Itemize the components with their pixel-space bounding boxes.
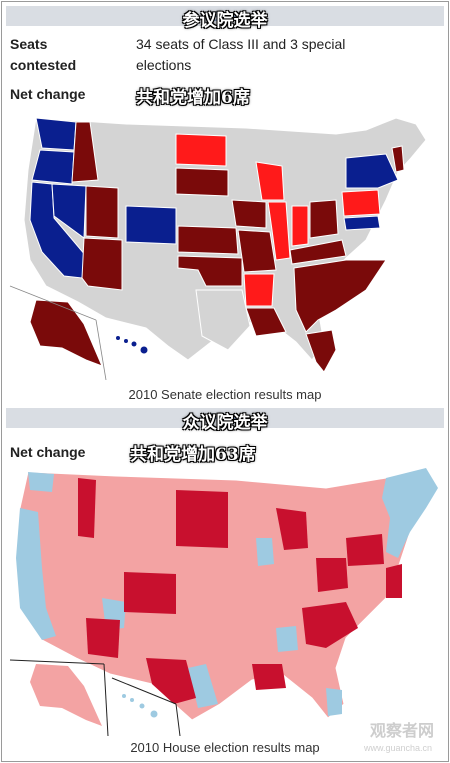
state-idaho xyxy=(71,121,99,183)
state-washington xyxy=(35,117,77,151)
state-hawaii xyxy=(116,336,148,354)
seats-contested-value: 34 seats of Class III and 3 special elec… xyxy=(136,34,345,76)
house-hawaii-shape xyxy=(122,694,158,718)
house-net-change-label: Net change xyxy=(10,444,86,460)
state-iowa xyxy=(231,199,267,229)
house-alaska-shape xyxy=(30,664,102,726)
state-new-hampshire xyxy=(391,145,405,173)
house-florida-dem xyxy=(326,688,342,716)
house-results-map[interactable] xyxy=(6,468,442,736)
state-alaska xyxy=(29,299,103,367)
senate-header-ghost-text: S...s xyxy=(210,8,240,24)
senate-results-map[interactable] xyxy=(6,110,442,380)
seats-contested-label: Seats contested xyxy=(10,34,76,76)
state-maryland xyxy=(343,215,381,231)
watermark-url-text: www.guancha.cn xyxy=(363,743,432,753)
house-wyoming-rep xyxy=(124,572,176,614)
house-header-ghost-text: H...s xyxy=(210,410,240,426)
state-texas-area xyxy=(195,289,251,351)
house-northeast-dem xyxy=(382,468,438,558)
state-wisconsin xyxy=(255,161,285,201)
house-arizona-rep xyxy=(86,618,120,658)
state-new-york xyxy=(345,153,399,189)
state-north-dakota xyxy=(175,133,227,167)
house-net-change-value: 共和党增加63席 xyxy=(130,445,256,465)
house-idaho-rep xyxy=(78,478,96,538)
state-south-dakota xyxy=(175,167,229,197)
senate-net-change-value: 共和党增加6席 xyxy=(136,88,250,108)
state-illinois xyxy=(267,201,291,261)
state-missouri xyxy=(237,229,277,273)
house-pennsylvania-rep xyxy=(346,534,384,566)
house-west-coast-dem xyxy=(16,508,56,640)
watermark-logo-text: 观察者网 xyxy=(369,723,434,740)
state-arkansas xyxy=(243,273,275,307)
senate-net-change-label: Net change xyxy=(10,86,86,102)
state-pennsylvania xyxy=(341,189,381,217)
house-northwest-dem xyxy=(28,472,54,492)
house-louisiana-rep xyxy=(252,664,286,690)
house-midwest-dem xyxy=(256,538,274,566)
seats-label-line2: contested xyxy=(10,57,77,73)
state-louisiana xyxy=(245,307,287,337)
house-upper-midwest-rep xyxy=(276,508,308,550)
state-ohio xyxy=(309,199,339,239)
house-southeast-rep xyxy=(302,602,358,648)
state-florida xyxy=(305,329,337,373)
house-east-coast-rep xyxy=(386,564,402,598)
state-indiana xyxy=(291,205,309,247)
house-header-title: 众议院选举 xyxy=(182,413,268,433)
state-kansas xyxy=(177,225,239,255)
senate-section-header: S...s 参议院选举 xyxy=(6,6,444,31)
seats-label-line1: Seats xyxy=(10,36,48,52)
house-ohio-rep xyxy=(316,558,348,592)
seats-value-line2: elections xyxy=(136,57,192,73)
house-texas-rep xyxy=(146,658,196,704)
house-section-header: H...s 众议院选举 xyxy=(6,408,444,433)
house-map-caption: 2010 House election results map xyxy=(130,740,320,755)
state-oregon xyxy=(31,149,75,185)
state-utah xyxy=(85,185,119,239)
state-southeast-block xyxy=(293,259,387,333)
senate-header-title: 参议院选举 xyxy=(182,11,268,31)
state-arizona xyxy=(81,237,123,291)
state-colorado xyxy=(125,205,177,245)
senate-map-caption: 2010 Senate election results map xyxy=(128,387,322,402)
house-south-dem xyxy=(276,626,298,652)
seats-value-line1: 34 seats of Class III and 3 special xyxy=(136,36,346,52)
house-north-dakota-rep xyxy=(176,490,228,548)
state-kentucky xyxy=(289,239,347,265)
